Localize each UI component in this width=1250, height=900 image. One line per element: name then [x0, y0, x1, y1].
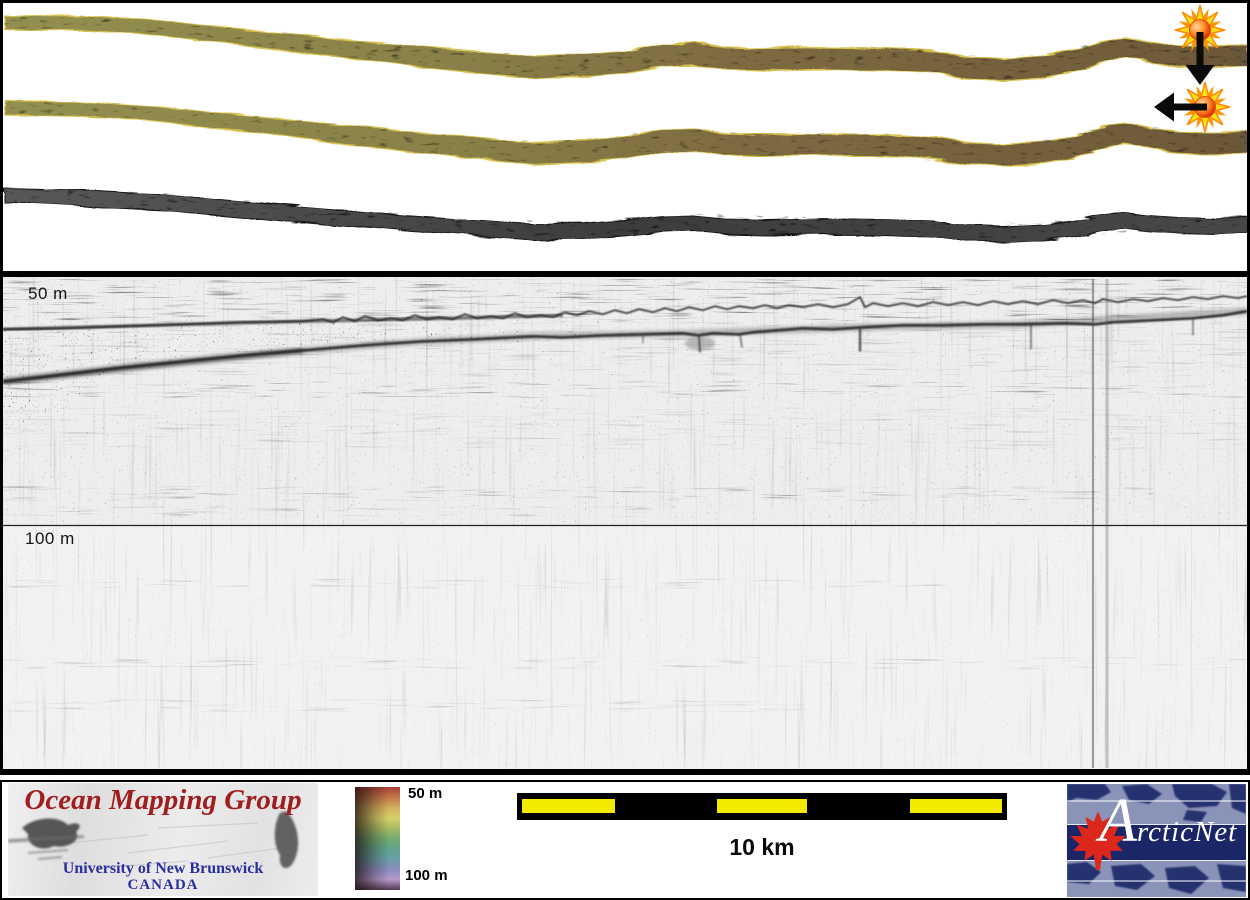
omg-university: University of New Brunswick — [62, 860, 264, 877]
maple-leaf-icon — [1070, 811, 1126, 871]
omg-logo-art — [8, 811, 299, 869]
colorbar-label-bottom: 100 m — [405, 867, 448, 884]
arcticnet-map-art — [1067, 784, 1246, 894]
swath-strips-canvas — [3, 3, 1247, 242]
omg-country: CANADA — [127, 877, 199, 893]
arcticnet-logo: ArcticNet — [1067, 784, 1246, 897]
depth-label-50m: 50 m — [28, 284, 68, 303]
arcticnet-wordmark: ArcticNet — [1099, 790, 1237, 852]
depth-colorbar — [355, 787, 400, 890]
arcticnet-initial: A — [1099, 787, 1137, 855]
swath-texture-2 — [3, 99, 1247, 165]
scale-bar-segment — [717, 799, 807, 813]
left-arrow-icon — [1154, 92, 1207, 122]
subbottom-profile-panel: 50 m 100 m — [0, 277, 1250, 775]
scale-bar-segment — [522, 799, 615, 813]
omg-logo: Ocean Mapping Group University of New Br… — [8, 783, 318, 896]
down-arrow-icon — [1185, 32, 1215, 85]
colorbar-label-top: 50 m — [408, 785, 443, 802]
swath-panel — [0, 0, 1250, 277]
scale-bar-label: 10 km — [729, 834, 795, 860]
scale-bar-segment — [910, 799, 1002, 813]
omg-title: Ocean Mapping Group — [24, 784, 302, 816]
legend-footer: Ocean Mapping Group University of New Br… — [0, 780, 1250, 900]
depth-label-100m: 100 m — [25, 529, 75, 548]
towfish-silhouettes — [8, 811, 299, 869]
profile-canvas — [3, 277, 1247, 769]
swath-texture-3 — [3, 187, 1247, 240]
scale-bar — [517, 793, 1007, 820]
swath-texture-1 — [3, 14, 1247, 79]
arcticnet-rest: rcticNet — [1136, 816, 1238, 848]
